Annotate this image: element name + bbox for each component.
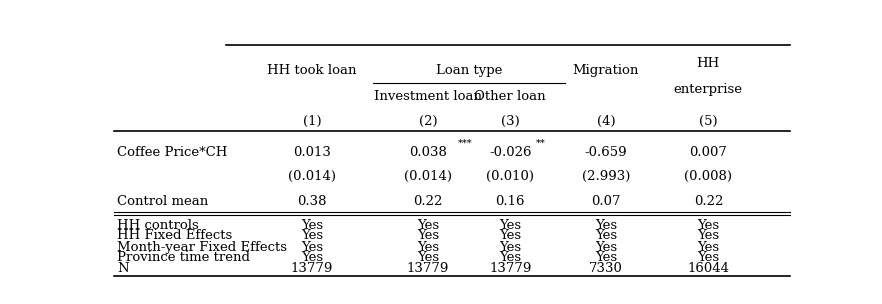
Text: (5): (5): [699, 116, 718, 128]
Text: **: **: [536, 139, 546, 147]
Text: Yes: Yes: [594, 251, 617, 264]
Text: Other loan: Other loan: [475, 90, 546, 103]
Text: Yes: Yes: [499, 230, 521, 242]
Text: -0.026: -0.026: [489, 146, 531, 159]
Text: Yes: Yes: [417, 241, 439, 254]
Text: Yes: Yes: [698, 241, 720, 254]
Text: 0.22: 0.22: [414, 195, 443, 208]
Text: 0.007: 0.007: [690, 146, 728, 159]
Text: Yes: Yes: [417, 219, 439, 232]
Text: Yes: Yes: [594, 219, 617, 232]
Text: 16044: 16044: [687, 262, 729, 275]
Text: Month-year Fixed Effects: Month-year Fixed Effects: [117, 241, 287, 254]
Text: HH took loan: HH took loan: [267, 64, 356, 77]
Text: Yes: Yes: [417, 230, 439, 242]
Text: (3): (3): [501, 116, 519, 128]
Text: Yes: Yes: [301, 230, 323, 242]
Text: Investment loan: Investment loan: [374, 90, 482, 103]
Text: Yes: Yes: [301, 219, 323, 232]
Text: ***: ***: [458, 139, 473, 147]
Text: Yes: Yes: [698, 230, 720, 242]
Text: N: N: [117, 262, 129, 275]
Text: Yes: Yes: [594, 230, 617, 242]
Text: 0.07: 0.07: [591, 195, 621, 208]
Text: (2.993): (2.993): [581, 171, 630, 183]
Text: Yes: Yes: [301, 251, 323, 264]
Text: 0.38: 0.38: [297, 195, 326, 208]
Text: 7330: 7330: [589, 262, 623, 275]
Text: Loan type: Loan type: [436, 64, 503, 77]
Text: 0.038: 0.038: [409, 146, 447, 159]
Text: Yes: Yes: [499, 219, 521, 232]
Text: (4): (4): [596, 116, 615, 128]
Text: HH controls: HH controls: [117, 219, 198, 232]
Text: Coffee Price*CH: Coffee Price*CH: [117, 146, 228, 159]
Text: Yes: Yes: [499, 251, 521, 264]
Text: 0.22: 0.22: [693, 195, 723, 208]
Text: HH: HH: [697, 57, 720, 70]
Text: Yes: Yes: [301, 241, 323, 254]
Text: 0.16: 0.16: [496, 195, 525, 208]
Text: Yes: Yes: [417, 251, 439, 264]
Text: -0.659: -0.659: [585, 146, 627, 159]
Text: 13779: 13779: [407, 262, 449, 275]
Text: 0.013: 0.013: [293, 146, 331, 159]
Text: (0.014): (0.014): [404, 171, 452, 183]
Text: Migration: Migration: [572, 64, 639, 77]
Text: Yes: Yes: [698, 219, 720, 232]
Text: HH Fixed Effects: HH Fixed Effects: [117, 230, 232, 242]
Text: (0.010): (0.010): [486, 171, 534, 183]
Text: Yes: Yes: [499, 241, 521, 254]
Text: enterprise: enterprise: [674, 83, 743, 96]
Text: Control mean: Control mean: [117, 195, 208, 208]
Text: 13779: 13779: [291, 262, 333, 275]
Text: (0.008): (0.008): [684, 171, 732, 183]
Text: Yes: Yes: [594, 241, 617, 254]
Text: Province time trend: Province time trend: [117, 251, 250, 264]
Text: (1): (1): [303, 116, 321, 128]
Text: (2): (2): [419, 116, 437, 128]
Text: 13779: 13779: [489, 262, 531, 275]
Text: Yes: Yes: [698, 251, 720, 264]
Text: (0.014): (0.014): [288, 171, 336, 183]
